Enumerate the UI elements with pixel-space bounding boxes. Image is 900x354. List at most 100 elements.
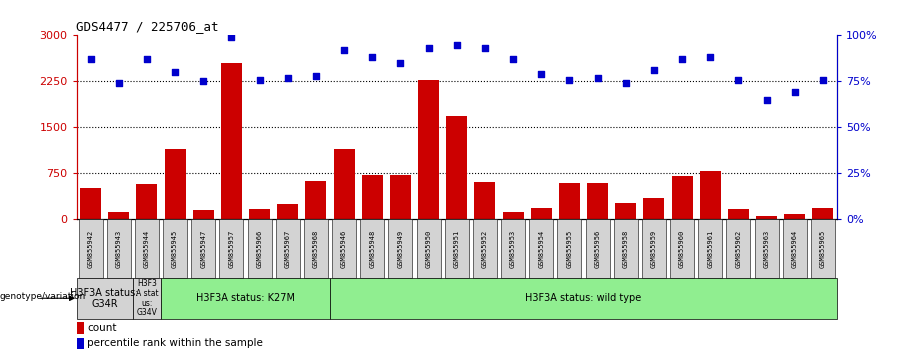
- FancyBboxPatch shape: [332, 219, 356, 278]
- FancyBboxPatch shape: [135, 219, 159, 278]
- FancyBboxPatch shape: [360, 219, 384, 278]
- Bar: [76, 337, 84, 349]
- Bar: [277, 204, 298, 219]
- Point: [365, 55, 380, 60]
- FancyBboxPatch shape: [726, 219, 751, 278]
- Point: [815, 77, 830, 82]
- FancyBboxPatch shape: [330, 278, 837, 319]
- Text: GSM855949: GSM855949: [398, 229, 403, 268]
- Point: [168, 69, 183, 75]
- FancyBboxPatch shape: [642, 219, 666, 278]
- Point: [393, 60, 408, 66]
- Text: GSM855962: GSM855962: [735, 229, 742, 268]
- Text: GSM855958: GSM855958: [623, 229, 629, 268]
- FancyBboxPatch shape: [389, 219, 412, 278]
- Point: [309, 73, 323, 79]
- Text: GSM855955: GSM855955: [566, 229, 572, 268]
- FancyBboxPatch shape: [754, 219, 778, 278]
- FancyBboxPatch shape: [107, 219, 130, 278]
- Point: [788, 90, 802, 95]
- Point: [196, 79, 211, 84]
- FancyBboxPatch shape: [472, 219, 497, 278]
- Text: H3F3A status: wild type: H3F3A status: wild type: [526, 293, 642, 303]
- Bar: [616, 203, 636, 219]
- Bar: [756, 216, 777, 219]
- Bar: [305, 182, 327, 219]
- FancyBboxPatch shape: [192, 219, 215, 278]
- Text: H3F3
A stat
us:
G34V: H3F3 A stat us: G34V: [136, 279, 158, 317]
- Point: [337, 47, 351, 53]
- Text: GSM855950: GSM855950: [426, 229, 432, 268]
- Text: GSM855960: GSM855960: [680, 229, 685, 268]
- FancyBboxPatch shape: [248, 219, 272, 278]
- Text: GSM855942: GSM855942: [87, 229, 94, 268]
- FancyBboxPatch shape: [614, 219, 638, 278]
- Point: [590, 75, 605, 81]
- Text: count: count: [87, 323, 117, 333]
- FancyBboxPatch shape: [445, 219, 469, 278]
- Point: [618, 80, 633, 86]
- Bar: [108, 211, 130, 219]
- Text: genotype/variation: genotype/variation: [0, 292, 86, 301]
- Point: [224, 34, 238, 40]
- Bar: [362, 175, 382, 219]
- FancyBboxPatch shape: [529, 219, 554, 278]
- Text: GSM855944: GSM855944: [144, 229, 150, 268]
- Bar: [784, 214, 806, 219]
- Text: GSM855966: GSM855966: [256, 229, 263, 268]
- Text: GSM855951: GSM855951: [454, 229, 460, 268]
- Text: GSM855963: GSM855963: [763, 229, 769, 268]
- Bar: [587, 183, 608, 219]
- FancyBboxPatch shape: [670, 219, 694, 278]
- Point: [478, 45, 492, 51]
- Point: [675, 57, 689, 62]
- Bar: [193, 210, 214, 219]
- Point: [281, 75, 295, 81]
- FancyBboxPatch shape: [586, 219, 609, 278]
- Text: GSM855964: GSM855964: [792, 229, 797, 268]
- Point: [703, 55, 717, 60]
- Bar: [502, 212, 524, 219]
- FancyBboxPatch shape: [161, 278, 330, 319]
- Text: GSM855952: GSM855952: [482, 229, 488, 268]
- Text: GSM855946: GSM855946: [341, 229, 347, 268]
- Point: [449, 42, 464, 47]
- FancyBboxPatch shape: [501, 219, 525, 278]
- Bar: [728, 209, 749, 219]
- Bar: [76, 322, 84, 334]
- Point: [562, 77, 577, 82]
- Point: [647, 68, 662, 73]
- Text: H3F3A status: K27M: H3F3A status: K27M: [196, 293, 295, 303]
- Text: GSM855967: GSM855967: [284, 229, 291, 268]
- Text: GSM855956: GSM855956: [595, 229, 600, 268]
- Bar: [699, 171, 721, 219]
- FancyBboxPatch shape: [78, 219, 103, 278]
- Point: [112, 80, 126, 86]
- FancyBboxPatch shape: [783, 219, 806, 278]
- Point: [252, 77, 266, 82]
- Bar: [531, 209, 552, 219]
- FancyBboxPatch shape: [76, 278, 133, 319]
- FancyBboxPatch shape: [275, 219, 300, 278]
- Bar: [671, 176, 693, 219]
- Bar: [559, 183, 580, 219]
- FancyBboxPatch shape: [557, 219, 581, 278]
- Bar: [137, 184, 157, 219]
- Text: GSM855947: GSM855947: [200, 229, 206, 268]
- Point: [421, 45, 436, 51]
- FancyBboxPatch shape: [417, 219, 441, 278]
- Bar: [80, 188, 101, 219]
- Bar: [418, 80, 439, 219]
- Text: percentile rank within the sample: percentile rank within the sample: [87, 338, 263, 348]
- Bar: [249, 209, 270, 219]
- Bar: [220, 63, 242, 219]
- Text: GSM855959: GSM855959: [651, 229, 657, 268]
- Point: [506, 57, 520, 62]
- Text: GSM855968: GSM855968: [313, 229, 319, 268]
- Text: GSM855943: GSM855943: [116, 229, 122, 268]
- Point: [140, 57, 154, 62]
- Bar: [390, 175, 411, 219]
- Text: GSM855945: GSM855945: [172, 229, 178, 268]
- Point: [84, 57, 98, 62]
- FancyBboxPatch shape: [220, 219, 243, 278]
